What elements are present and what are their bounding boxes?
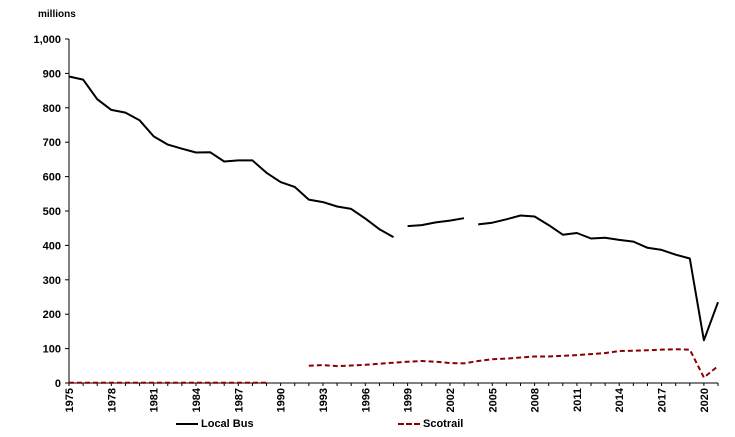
legend-label-scotrail: Scotrail [423, 418, 464, 430]
y-tick-label: 1,000 [33, 34, 61, 46]
x-tick-label: 1978 [106, 388, 118, 412]
x-tick-label: 1981 [149, 388, 161, 412]
x-tick-label: 2005 [487, 388, 499, 412]
legend-item-scotrail: Scotrail [398, 418, 463, 430]
legend-swatch-scotrail [398, 423, 420, 425]
x-tick-label: 1987 [233, 388, 245, 412]
y-tick-label: 400 [43, 240, 61, 252]
series-line-local-bus [407, 217, 465, 228]
series-line-local-bus [68, 75, 394, 238]
y-tick-label: 0 [55, 378, 61, 390]
x-tick-label: 1984 [191, 387, 203, 412]
y-tick-label: 300 [43, 275, 61, 287]
x-tick-label: 2002 [445, 388, 457, 412]
y-tick-label: 200 [43, 309, 61, 321]
legend-swatch-local-bus [176, 423, 198, 425]
y-tick-label: 500 [43, 206, 61, 218]
x-tick-label: 2011 [572, 388, 584, 412]
x-tick-label: 1990 [276, 388, 288, 412]
legend-item-local-bus: Local Bus [176, 418, 254, 430]
y-tick-label: 600 [43, 172, 61, 184]
y-tick-label: 100 [43, 344, 61, 356]
series-line-scotrail [308, 348, 719, 379]
series-line-local-bus [478, 214, 719, 342]
legend-label-local-bus: Local Bus [201, 418, 254, 430]
chart-series [68, 75, 719, 384]
x-tick-label: 1996 [360, 388, 372, 412]
x-tick-label: 1993 [318, 388, 330, 412]
chart-legend: Local Bus Scotrail [0, 418, 735, 434]
x-tick-label: 1975 [64, 388, 76, 412]
y-tick-label: 900 [43, 68, 61, 80]
x-tick-label: 1999 [403, 388, 415, 412]
y-tick-label: 800 [43, 103, 61, 115]
x-tick-label: 2014 [614, 387, 626, 412]
x-tick-label: 2008 [530, 388, 542, 412]
x-tick-label: 2017 [657, 388, 669, 412]
y-tick-label: 700 [43, 137, 61, 149]
x-tick-label: 2020 [699, 388, 711, 412]
chart-axes: 0 100 200 300 400 500 600 700 800 900 1,000 1975 197… [33, 34, 719, 412]
y-axis-unit-label: millions [38, 9, 76, 20]
